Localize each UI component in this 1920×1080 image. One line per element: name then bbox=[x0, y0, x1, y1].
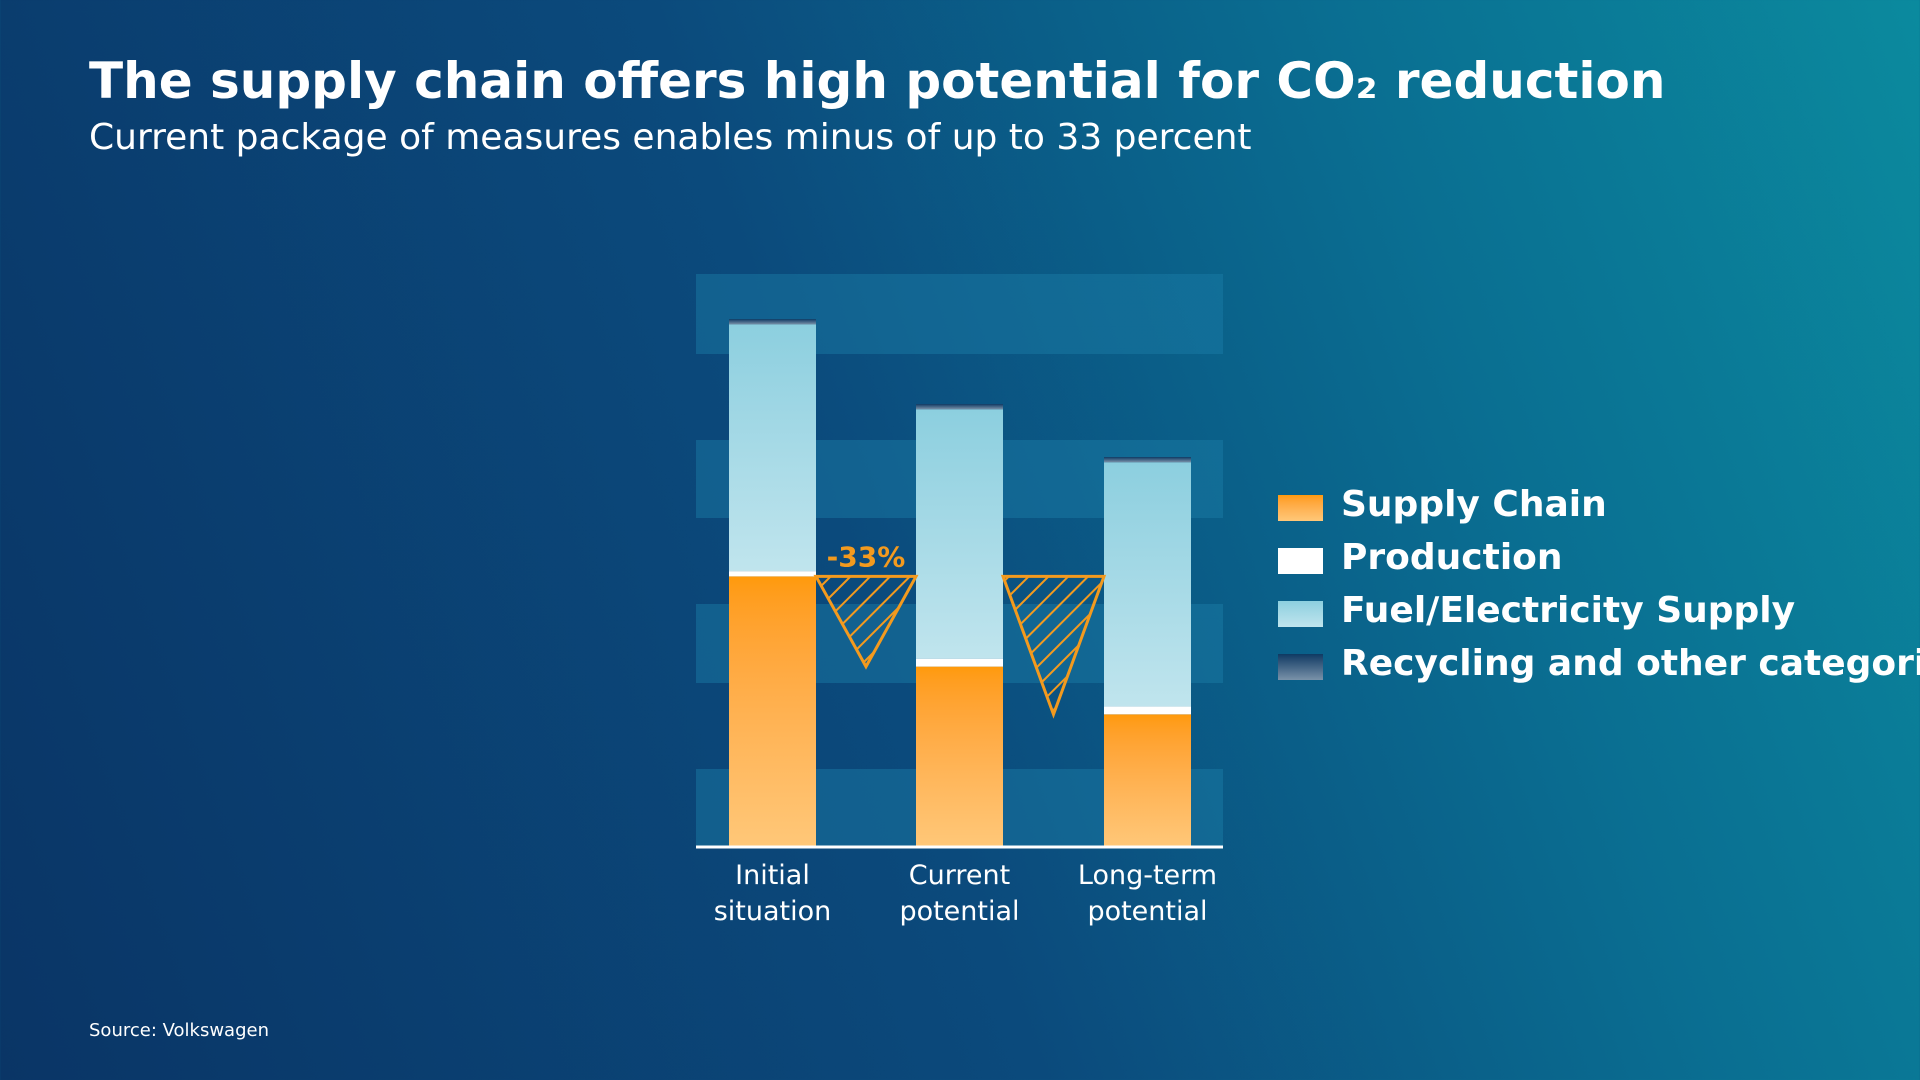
bar-segment bbox=[916, 403, 1003, 410]
x-tick-label: Initial situation bbox=[713, 860, 832, 927]
legend-label: Fuel/Electricity Supply bbox=[1341, 590, 1796, 631]
bar-segment bbox=[916, 409, 1003, 659]
subtitle: Current package of measures enables minu… bbox=[89, 117, 1252, 158]
reduction-wedge bbox=[1000, 574, 1107, 719]
bar-segment bbox=[729, 576, 816, 847]
legend-swatch bbox=[1278, 654, 1323, 680]
bar-segment bbox=[1104, 714, 1191, 847]
reduction-wedge bbox=[813, 574, 919, 670]
bar-segment bbox=[729, 324, 816, 572]
bar-segment bbox=[1104, 462, 1191, 707]
bar-segment bbox=[729, 571, 816, 577]
title: The supply chain offers high potential f… bbox=[89, 52, 1666, 110]
legend-swatch bbox=[1278, 601, 1323, 627]
legend-label: Supply Chain bbox=[1341, 484, 1607, 525]
bar-segment bbox=[729, 319, 816, 325]
bar-segment bbox=[1104, 706, 1191, 715]
bar-segment bbox=[916, 658, 1003, 667]
legend-swatch bbox=[1278, 495, 1323, 521]
x-tick-label: Current potential bbox=[899, 860, 1020, 927]
bar-segment bbox=[1104, 457, 1191, 463]
legend-label: Production bbox=[1341, 537, 1563, 578]
source: Source: Volkswagen bbox=[89, 1020, 269, 1041]
annotation: -33% bbox=[827, 540, 906, 573]
legend-label: Recycling and other categories bbox=[1341, 643, 1920, 684]
x-tick-label: Long-term potential bbox=[1077, 860, 1218, 927]
legend-swatch bbox=[1278, 548, 1323, 574]
bar-segment bbox=[916, 666, 1003, 847]
